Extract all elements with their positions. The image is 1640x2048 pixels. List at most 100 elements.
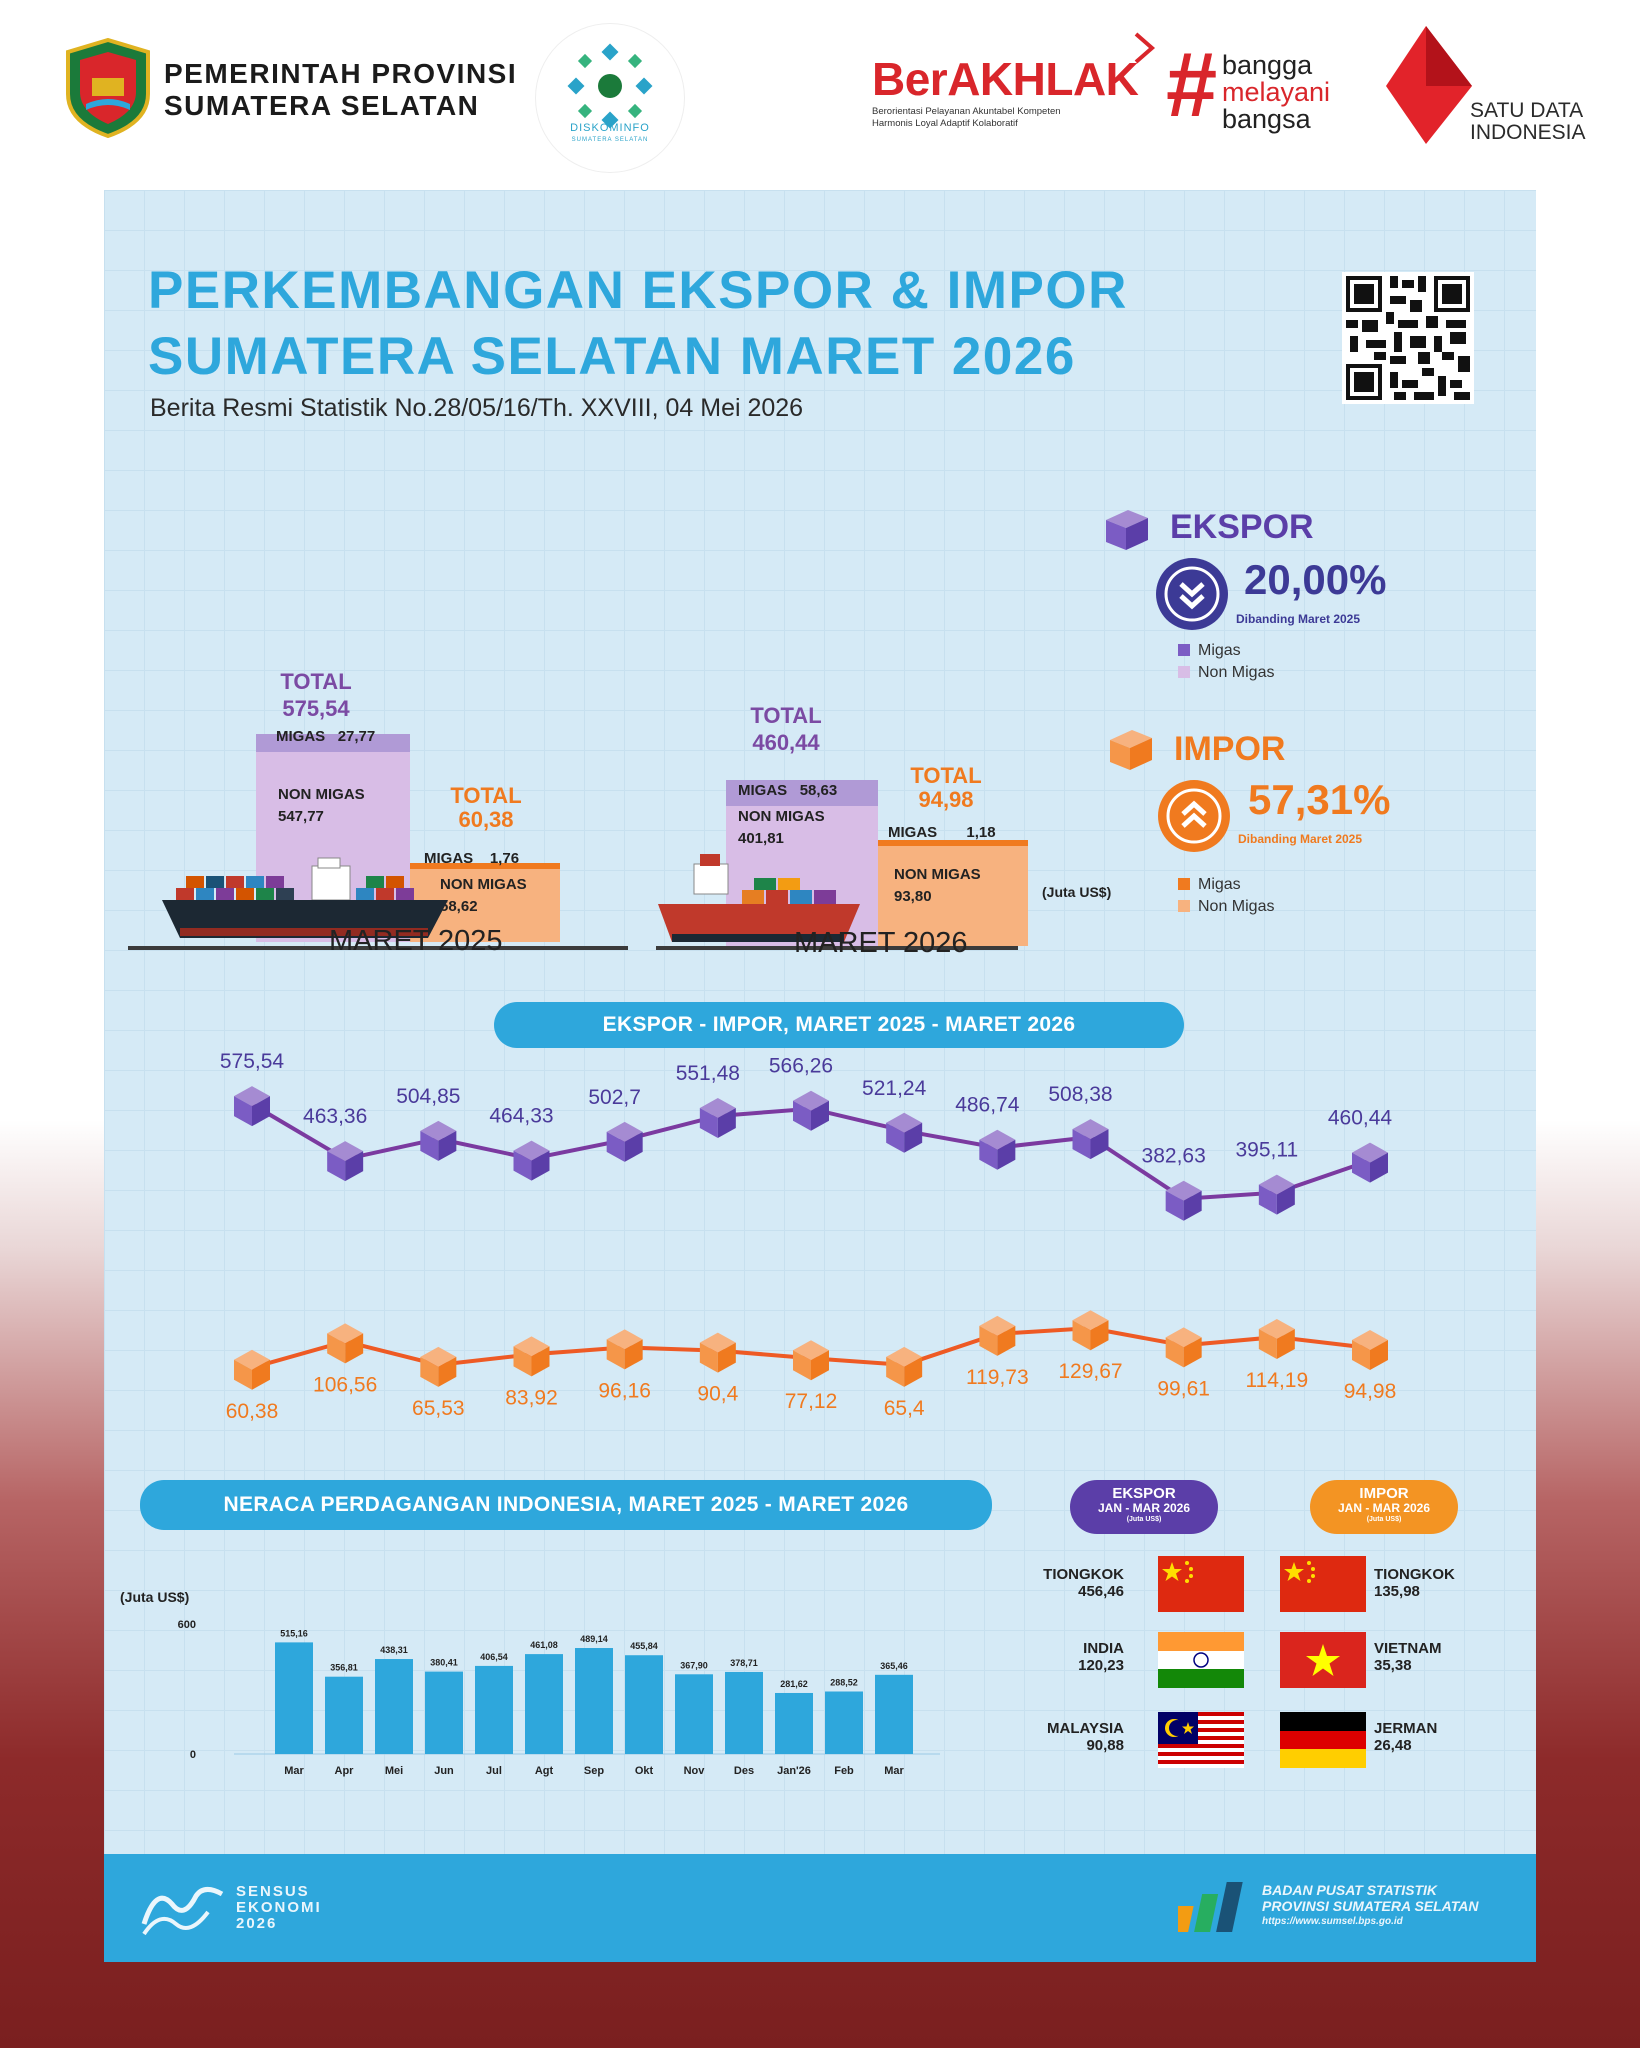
impor-point xyxy=(513,1336,550,1377)
impor-data-label: 96,16 xyxy=(598,1379,651,1402)
legend-swatch xyxy=(1178,666,1190,678)
neraca-bar-value: 378,71 xyxy=(730,1658,758,1668)
legend-ekspor-nonmigas: Non Migas xyxy=(1178,664,1274,682)
neraca-month-label: Jul xyxy=(486,1765,502,1777)
impor-point-left xyxy=(1258,1329,1277,1360)
impor-point xyxy=(699,1332,736,1373)
partner-country: TIONGKOK xyxy=(1043,1566,1124,1583)
bps-website-link[interactable]: https://www.sumsel.bps.go.id xyxy=(1262,1916,1403,1927)
impor-change-note: Dibanding Maret 2025 xyxy=(1238,832,1363,846)
ekspor-point-left xyxy=(327,1151,346,1182)
ekspor-data-label: 575,54 xyxy=(220,1050,285,1073)
neraca-bar xyxy=(725,1671,763,1754)
ekspor-data-label: 464,33 xyxy=(489,1105,553,1128)
impor-point-left xyxy=(886,1356,905,1387)
impor-2025-nonmigas-label: NON MIGAS 58,62 xyxy=(440,874,527,918)
china-flag-icon xyxy=(1158,1556,1244,1612)
partner-value: 135,98 xyxy=(1374,1583,1420,1600)
ekspor-data-label: 521,24 xyxy=(862,1077,927,1100)
sensus-line-2: EKONOMI xyxy=(236,1899,322,1916)
impor-point-left xyxy=(234,1359,252,1390)
bps-logo-icon xyxy=(1178,1882,1243,1932)
ekspor-data-label: 504,85 xyxy=(396,1085,460,1108)
sensus-ekonomi-text: SENSUS EKONOMI 2026 xyxy=(236,1884,322,1932)
legend-label: Non Migas xyxy=(1198,898,1275,915)
impor-data-label: 77,12 xyxy=(785,1390,838,1413)
cargo-ship-2025-icon xyxy=(162,857,448,938)
impor-2026-nonmigas-label: NON MIGAS 93,80 xyxy=(894,864,981,908)
legend-ekspor-migas: Migas xyxy=(1178,642,1241,660)
migas-word: MIGAS xyxy=(424,850,474,867)
bar-y-tick-label: 0 xyxy=(190,1749,196,1761)
ekspor-point xyxy=(234,1086,270,1127)
impor-2025-migas-bar xyxy=(410,863,560,869)
impor-point-left xyxy=(793,1350,811,1381)
impor-point-right xyxy=(438,1356,457,1387)
impor-point xyxy=(1352,1330,1388,1371)
impor-point-right xyxy=(624,1339,643,1370)
ekspor-point-left xyxy=(606,1131,625,1162)
ekspor-data-label: 486,74 xyxy=(955,1094,1020,1117)
total-word: TOTAL xyxy=(450,783,522,808)
neraca-bar-value: 455,84 xyxy=(630,1641,658,1651)
berakhlak-tagline-2: Harmonis Loyal Adaptif Kolaboratif xyxy=(872,118,1018,129)
neraca-bar-value: 367,90 xyxy=(680,1660,708,1670)
impor-data-label: 114,19 xyxy=(1245,1369,1308,1392)
migas-word: MIGAS xyxy=(276,728,326,745)
neraca-month-label: Jun xyxy=(434,1765,454,1777)
ground-line-2025 xyxy=(128,946,628,950)
neraca-month-label: Agt xyxy=(535,1765,554,1777)
ekspor-percent-change: 20,00% xyxy=(1244,556,1387,603)
impor-point-left xyxy=(606,1339,625,1370)
ekspor-2025-total-value: 575,54 xyxy=(282,696,350,721)
neraca-bar-value: 461,08 xyxy=(530,1640,558,1650)
total-word: TOTAL xyxy=(910,763,982,788)
impor-point-left xyxy=(699,1342,718,1373)
impor-point xyxy=(979,1315,1016,1356)
nonmigas-word: NON MIGAS xyxy=(894,866,981,883)
ekspor-trend-badge xyxy=(1156,558,1228,630)
neraca-bar xyxy=(575,1648,613,1754)
impor-point-right xyxy=(1370,1340,1388,1371)
neraca-month-label: Feb xyxy=(834,1765,854,1777)
unit-label: (Juta US$) xyxy=(1042,884,1112,900)
diskominfo-logo xyxy=(536,24,684,172)
ekspor-2026-migas-value: 58,63 xyxy=(799,782,838,799)
impor-heading: IMPOR xyxy=(1174,730,1286,768)
neraca-bar xyxy=(375,1659,413,1754)
impor-point-right xyxy=(904,1356,923,1387)
impor-2026-migas-bar xyxy=(878,840,1028,846)
neraca-bar xyxy=(625,1655,663,1754)
ekspor-impor-line-chart: 575,54 463,36 504,85 464,33 502,7 551,48 566,2… xyxy=(220,1050,1396,1423)
total-word: TOTAL xyxy=(280,669,352,694)
ekspor-point-right xyxy=(1090,1129,1109,1160)
ekspor-data-label: 551,48 xyxy=(676,1062,740,1085)
qr-code-icon[interactable] xyxy=(1342,272,1474,404)
impor-point-right xyxy=(811,1350,829,1381)
ekspor-data-label: 395,11 xyxy=(1235,1139,1298,1162)
impor-point xyxy=(606,1329,643,1370)
ekspor-2025-migas-bar xyxy=(256,734,410,752)
impor-2026-nonmigas-bar xyxy=(878,846,1028,946)
melayani-word: melayani xyxy=(1222,77,1331,107)
impor-2025-total-label: TOTAL 60,38 xyxy=(424,784,548,832)
legend-swatch xyxy=(1178,644,1190,656)
ekspor-2025-total-label: TOTAL 575,54 xyxy=(254,668,378,722)
sensus-line-1: SENSUS xyxy=(236,1883,310,1900)
impor-data-label: 106,56 xyxy=(313,1373,377,1396)
ekspor-point-left xyxy=(886,1122,905,1153)
ekspor-point xyxy=(606,1121,643,1162)
impor-point xyxy=(420,1346,457,1387)
partner-country: INDIA xyxy=(1083,1640,1124,1657)
impor-point-left xyxy=(420,1356,439,1387)
page-subtitle: Berita Resmi Statistik No.28/05/16/Th. X… xyxy=(150,394,804,422)
partner-value: 26,48 xyxy=(1374,1737,1412,1754)
impor-2025-total-value: 60,38 xyxy=(458,807,514,832)
berakhlak-logo: BerAKHLAK xyxy=(872,53,1139,105)
bar-y-tick-label: 600 xyxy=(178,1619,196,1631)
ekspor-point xyxy=(793,1090,829,1131)
impor-partner-2: VIETNAM 35,38 xyxy=(1374,1640,1442,1674)
ekspor-point xyxy=(1258,1174,1295,1215)
ekspor-point-top xyxy=(699,1097,736,1118)
berakhlak-tagline: Berorientasi Pelayanan Akuntabel Kompete… xyxy=(872,106,1061,130)
